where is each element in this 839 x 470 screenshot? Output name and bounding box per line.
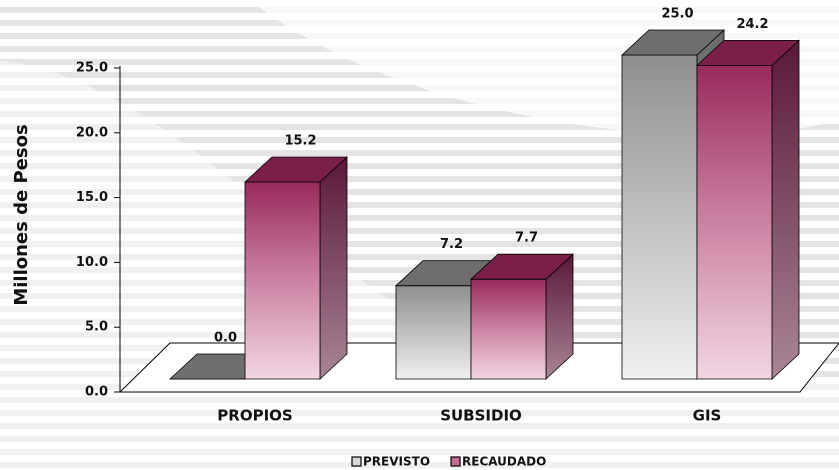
- bar-top: [243, 156, 349, 183]
- y-axis-title: Millones de Pesos: [11, 124, 32, 305]
- y-tick-label: 0.0: [85, 385, 108, 400]
- legend-swatch: [351, 456, 362, 467]
- bar-side: [319, 156, 348, 380]
- y-tick-label: 15.0: [76, 190, 108, 205]
- y-tick-label: 5.0: [85, 320, 108, 335]
- value-label: 7.2: [440, 237, 463, 252]
- legend-swatch: [450, 456, 461, 467]
- bar-top: [469, 253, 575, 280]
- y-tick-label: 10.0: [76, 255, 108, 270]
- x-tick-label: GIS: [693, 407, 722, 425]
- bar: [621, 54, 698, 380]
- bar: [696, 64, 773, 380]
- legend-label: PREVISTO: [363, 455, 430, 469]
- bar-side: [771, 39, 800, 380]
- legend-label: RECAUDADO: [462, 455, 546, 469]
- x-tick-label: SUBSIDIO: [440, 407, 522, 425]
- value-label: 0.0: [214, 331, 237, 346]
- value-label: 24.2: [736, 17, 768, 32]
- value-label: 7.7: [515, 231, 538, 246]
- y-tick-label: 20.0: [76, 125, 108, 140]
- y-tick-label: 25.0: [76, 61, 108, 76]
- value-label: 25.0: [661, 7, 693, 22]
- bar-top: [620, 29, 726, 56]
- bar: [395, 285, 472, 380]
- bar-top: [695, 39, 801, 66]
- bar: [244, 181, 321, 380]
- bar: [470, 278, 547, 380]
- value-label: 15.2: [284, 134, 316, 149]
- x-tick-label: PROPIOS: [217, 407, 292, 425]
